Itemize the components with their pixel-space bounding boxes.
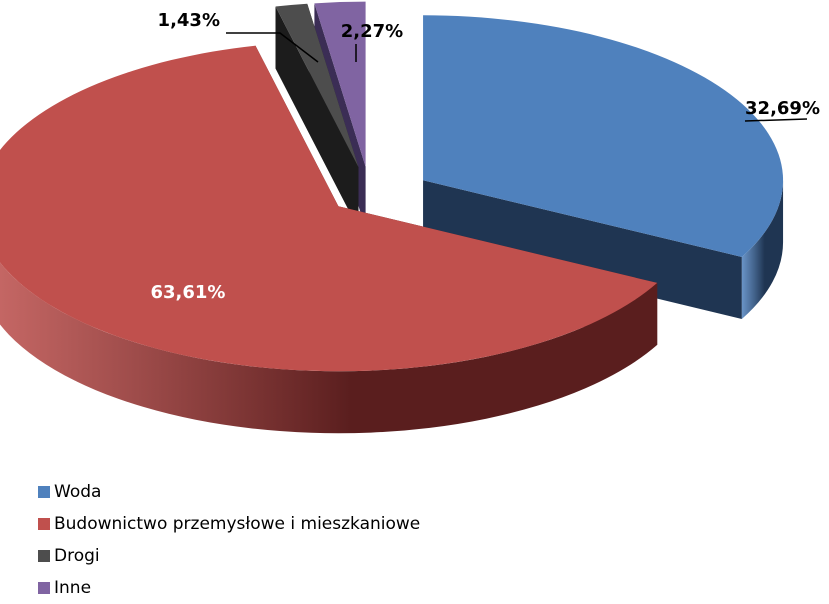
legend-swatch-budownictwo — [38, 518, 50, 530]
pie-slice-budownictwo — [0, 45, 658, 434]
pie-slice-wall-drogi-0 — [275, 6, 359, 230]
legend-swatch-inne — [38, 582, 50, 594]
legend-label-drogi: Drogi — [54, 546, 100, 566]
legend-label-inne: Inne — [54, 578, 92, 598]
pie-slice-rim-woda-0 — [741, 180, 784, 319]
pie-slice-top-woda — [423, 15, 784, 257]
legend-swatch-drogi — [38, 550, 50, 562]
pie-slice-wall-woda-1 — [423, 180, 742, 319]
legend-label-budownictwo: Budownictwo przemysłowe i mieszkaniowe — [54, 514, 421, 534]
data-label-budownictwo: 63,61% — [151, 282, 226, 303]
leader-line-drogi — [226, 32, 319, 63]
data-label-inne: 2,27% — [341, 21, 403, 42]
pie-slice-rim-budownictwo-0 — [0, 262, 658, 434]
legend-swatch-woda — [38, 486, 50, 498]
pie-slice-top-inne — [314, 1, 366, 167]
pie-slice-woda — [423, 15, 784, 319]
data-label-drogi: 1,43% — [158, 10, 220, 31]
legend-item-inne: Inne — [38, 572, 420, 604]
leader-line-woda — [744, 118, 808, 122]
data-label-woda: 32,69% — [745, 98, 820, 119]
legend-item-drogi: Drogi — [38, 540, 420, 572]
legend-item-woda: Woda — [38, 476, 420, 508]
legend: Woda Budownictwo przemysłowe i mieszkani… — [38, 476, 420, 604]
pie-chart: 32,69% 63,61% 1,43% 2,27% — [0, 1, 820, 434]
pie-slice-top-budownictwo — [0, 45, 658, 372]
legend-item-budownictwo: Budownictwo przemysłowe i mieszkaniowe — [38, 508, 420, 540]
legend-label-woda: Woda — [54, 482, 102, 502]
